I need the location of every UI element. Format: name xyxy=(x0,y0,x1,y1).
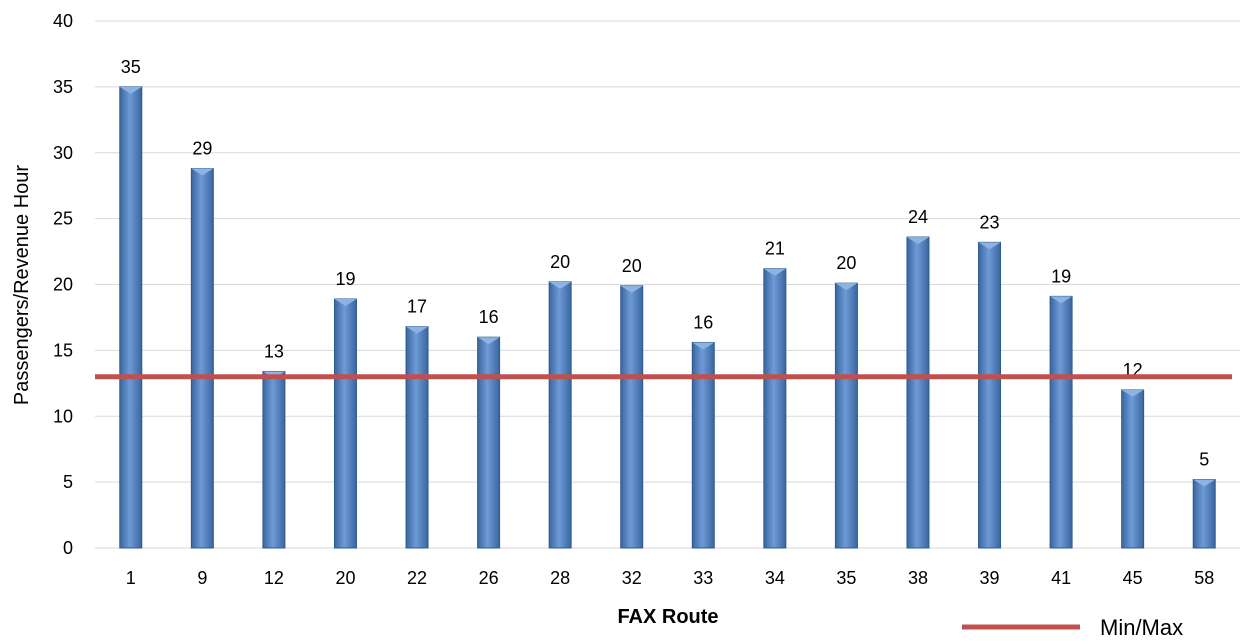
x-tick-label: 20 xyxy=(335,568,355,588)
bar-cap xyxy=(191,168,214,176)
y-tick-label: 25 xyxy=(53,209,73,229)
y-axis-title: Passengers/Revenue Hour xyxy=(11,165,33,405)
bar-cap xyxy=(763,268,786,276)
bar-cap xyxy=(477,337,500,345)
data-label: 24 xyxy=(908,207,928,227)
y-tick-label: 30 xyxy=(53,143,73,163)
data-label: 20 xyxy=(622,256,642,276)
bar-route-22 xyxy=(405,326,429,549)
bar-cap xyxy=(1193,479,1216,487)
y-tick-label: 10 xyxy=(53,406,73,426)
data-label: 19 xyxy=(1051,266,1071,286)
bar-route-9 xyxy=(190,168,214,549)
x-tick-label: 41 xyxy=(1051,568,1071,588)
bar-route-26 xyxy=(477,336,501,549)
x-tick-label: 34 xyxy=(765,568,785,588)
bar-cap xyxy=(1050,296,1073,304)
bar-route-33 xyxy=(691,341,715,549)
legend: Min/Max xyxy=(962,615,1183,640)
x-tick-label: 32 xyxy=(622,568,642,588)
bar-route-34 xyxy=(763,268,787,549)
bar-cap xyxy=(835,283,858,291)
bar-cap xyxy=(334,298,357,306)
bar-cap xyxy=(406,326,429,334)
y-axis-tick-labels: 0 5 10 15 20 25 30 35 40 xyxy=(53,11,73,558)
bars xyxy=(119,86,1216,549)
x-tick-label: 38 xyxy=(908,568,928,588)
x-axis-tick-labels: 1 9 12 20 22 26 28 32 33 34 35 38 39 41 45 58 xyxy=(126,568,1214,588)
x-tick-label: 1 xyxy=(126,568,136,588)
y-tick-label: 40 xyxy=(53,11,73,31)
x-tick-label: 33 xyxy=(693,568,713,588)
data-label: 16 xyxy=(479,307,499,327)
data-label: 17 xyxy=(407,297,427,317)
bar-cap xyxy=(549,281,572,289)
bar-route-41 xyxy=(1049,295,1073,549)
bar-route-12 xyxy=(262,370,286,549)
bar-cap xyxy=(692,342,715,350)
y-tick-label: 15 xyxy=(53,340,73,360)
bar-cap xyxy=(1121,389,1144,397)
bar-route-20 xyxy=(333,298,357,549)
y-tick-label: 5 xyxy=(63,472,73,492)
x-tick-label: 12 xyxy=(264,568,284,588)
gridlines xyxy=(95,20,1240,483)
legend-label-min-max: Min/Max xyxy=(1100,615,1183,640)
bar-cap xyxy=(620,285,643,293)
x-tick-label: 9 xyxy=(197,568,207,588)
x-axis-title: FAX Route xyxy=(617,606,718,628)
bar-route-35 xyxy=(834,282,858,549)
x-tick-label: 28 xyxy=(550,568,570,588)
data-label: 21 xyxy=(765,239,785,259)
bar-cap xyxy=(978,242,1001,250)
data-label: 5 xyxy=(1199,449,1209,469)
bar-route-45 xyxy=(1121,389,1145,549)
y-tick-label: 0 xyxy=(63,538,73,558)
data-label: 13 xyxy=(264,341,284,361)
y-tick-label: 20 xyxy=(53,275,73,295)
x-tick-label: 26 xyxy=(479,568,499,588)
data-label: 19 xyxy=(335,269,355,289)
x-tick-label: 45 xyxy=(1123,568,1143,588)
bar-cap xyxy=(906,237,929,245)
y-tick-label: 35 xyxy=(53,77,73,97)
bar-route-39 xyxy=(978,241,1002,549)
x-tick-label: 22 xyxy=(407,568,427,588)
x-tick-label: 58 xyxy=(1194,568,1214,588)
bar-route-32 xyxy=(620,285,644,549)
data-label: 23 xyxy=(980,212,1000,232)
data-label: 20 xyxy=(550,252,570,272)
bar-route-1 xyxy=(119,86,143,549)
data-label: 20 xyxy=(836,253,856,273)
bar-route-38 xyxy=(906,236,930,549)
data-label: 35 xyxy=(121,57,141,77)
data-label: 16 xyxy=(693,312,713,332)
data-label: 29 xyxy=(192,139,212,159)
x-tick-label: 35 xyxy=(836,568,856,588)
bar-route-28 xyxy=(548,281,572,549)
bar-route-58 xyxy=(1192,478,1216,549)
bar-cap xyxy=(119,86,142,94)
x-tick-label: 39 xyxy=(980,568,1000,588)
